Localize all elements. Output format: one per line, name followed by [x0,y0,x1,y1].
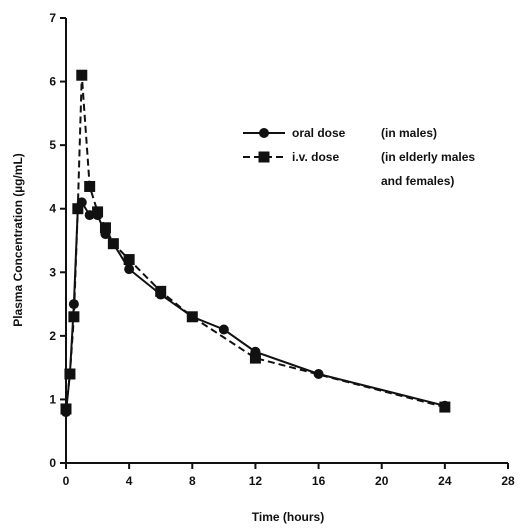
y-tick-label: 4 [49,202,56,216]
legend-note: (in elderly males [381,150,475,164]
legend: oral dose i.v. dose (in males) (in elderly … [243,126,475,188]
x-tick-label: 20 [375,474,389,488]
legend-note: and females) [381,174,454,188]
data-point [249,352,261,364]
series-line [65,200,446,413]
y-tick-label: 3 [49,265,56,279]
legend-note: (in males) [381,126,437,140]
x-tick-label: 4 [126,474,133,488]
series-layer [60,69,451,418]
data-point [124,264,135,275]
x-axis-title: Time (hours) [252,510,324,524]
series-iv-dose [60,69,451,415]
x-tick-label: 0 [63,474,70,488]
x-tick-label: 16 [312,474,326,488]
x-tick-label: 8 [189,474,196,488]
data-point [99,222,111,234]
x-tick-label: 12 [249,474,263,488]
y-tick-label: 7 [49,11,56,25]
data-point [76,69,88,81]
data-point [92,206,104,218]
data-point [218,324,229,335]
data-point [72,203,84,215]
y-tick-label: 6 [49,75,56,89]
series-oral-dose [61,197,450,418]
data-point [155,285,167,297]
legend-label: oral dose [292,126,346,140]
data-point [123,254,135,266]
data-point [439,401,451,413]
data-point [107,238,119,250]
y-tick-label: 0 [49,456,56,470]
legend-marker [258,151,270,163]
data-point [60,403,72,415]
y-axis-title: Plasma Concentration (µg/mL) [11,153,25,327]
y-tick-label: 2 [49,329,56,343]
data-point [313,369,324,379]
data-point [64,368,76,380]
x-tick-label: 24 [438,474,452,488]
y-tick-label: 5 [49,138,56,152]
y-tick-label: 1 [49,392,56,406]
data-point [186,311,198,323]
data-point [68,311,80,323]
legend-label: i.v. dose [292,150,339,164]
data-point [84,180,96,192]
legend-marker [259,128,269,138]
x-tick-label: 28 [501,474,515,488]
